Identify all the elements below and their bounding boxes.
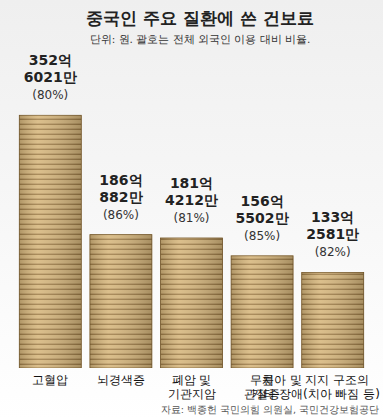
share-label: (85%) [244, 229, 280, 243]
subtitle: 단위: 원. 괄호는 전체 외국인 이용 대비 비율. [90, 33, 311, 45]
bar-shade [302, 272, 364, 368]
title: 중국인 주요 질환에 쓴 건보료 [86, 8, 314, 28]
data-label: 133억2581만 [306, 209, 359, 242]
share-label: (80%) [32, 88, 68, 102]
category-label: 고혈압 [32, 373, 68, 387]
bar-shade [90, 235, 152, 368]
bars [19, 115, 363, 368]
data-label: 352억6021만 [24, 52, 77, 85]
category-label: 폐암 및기관지암 [168, 373, 216, 401]
data-label: 181억4212만 [165, 175, 218, 208]
bar [231, 256, 293, 368]
bar [90, 235, 152, 368]
share-label: (82%) [315, 245, 351, 259]
bar [19, 115, 81, 368]
background [0, 0, 383, 419]
bar [161, 238, 223, 368]
bar-shade [231, 256, 293, 368]
chart-svg: 중국인 주요 질환에 쓴 건보료단위: 원. 괄호는 전체 외국인 이용 대비 … [0, 0, 383, 419]
chart-container: 중국인 주요 질환에 쓴 건보료단위: 원. 괄호는 전체 외국인 이용 대비 … [0, 0, 383, 419]
data-label: 156억5502만 [236, 193, 289, 226]
bar [302, 272, 364, 368]
category-label: 치아 및 지지 구조의기타 장애(치아 빠짐 등) [251, 373, 380, 401]
bar-shade [161, 238, 223, 368]
category-label: 뇌경색증 [97, 373, 145, 387]
share-label: (86%) [103, 208, 139, 222]
data-label: 186억882만 [99, 172, 142, 205]
source: 자료: 백종헌 국민의힘 의원실, 국민건강보험공단 [161, 404, 379, 415]
bar-shade [19, 115, 81, 368]
share-label: (81%) [173, 211, 209, 225]
labels: 352억6021만 (80%) 고혈압 186억882만 (86%) 뇌경색증 181억42… [24, 52, 380, 401]
